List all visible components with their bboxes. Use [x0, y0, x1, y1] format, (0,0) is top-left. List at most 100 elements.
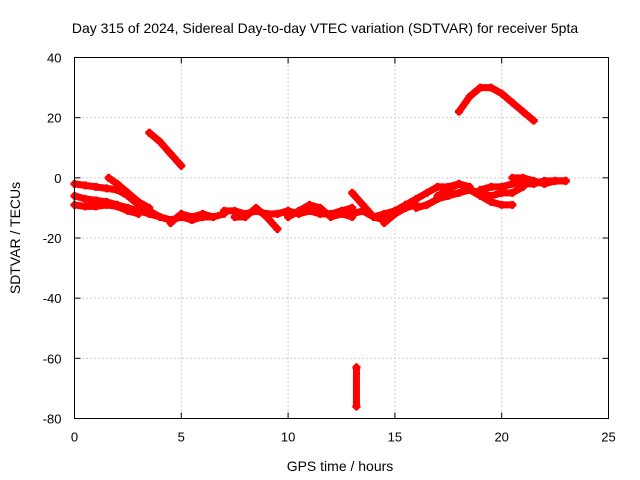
data-point [369, 212, 378, 221]
data-point [444, 185, 453, 194]
data-point [123, 188, 132, 197]
data-point [508, 98, 517, 107]
data-point [134, 197, 143, 206]
data-point [123, 206, 132, 215]
data-point [508, 200, 517, 209]
series-track-r [508, 173, 570, 188]
data-point [487, 182, 496, 191]
data-point [145, 203, 154, 212]
data-point [519, 173, 528, 182]
data-point [401, 200, 410, 209]
data-point [316, 203, 325, 212]
series-track-e [145, 128, 186, 170]
data-point [380, 218, 389, 227]
data-point [465, 92, 474, 101]
data-point [412, 203, 421, 212]
data-point [454, 188, 463, 197]
series-track-j [284, 200, 357, 221]
y-tick-label: 0 [54, 171, 61, 186]
data-point [166, 149, 175, 158]
series-track-d [104, 173, 154, 212]
series-track [455, 84, 538, 125]
y-tick-label: -40 [43, 291, 62, 306]
series-track-o [433, 179, 517, 209]
data-point [252, 203, 261, 212]
series-track-p [454, 83, 538, 125]
data-point [166, 218, 175, 227]
data-point [380, 209, 389, 218]
x-tick-label: 20 [494, 430, 508, 445]
data-point [145, 128, 154, 137]
data-point [358, 206, 367, 215]
data-point [81, 202, 90, 211]
data-point [348, 209, 357, 218]
y-tick-label: 20 [47, 111, 61, 126]
x-tick-label: 0 [71, 430, 78, 445]
data-point [273, 209, 282, 218]
data-point [476, 185, 485, 194]
data-point [551, 176, 560, 185]
data-point [326, 212, 335, 221]
series-outliers [352, 363, 361, 411]
y-tick-label: -60 [43, 351, 62, 366]
data-point [262, 212, 271, 221]
series-track [145, 129, 185, 170]
data-point [241, 212, 250, 221]
data-point [284, 212, 293, 221]
data-point [352, 363, 361, 372]
x-tick-label: 10 [281, 430, 295, 445]
y-tick-label: 40 [47, 51, 61, 66]
series-track-h [230, 203, 282, 233]
data-point [81, 181, 90, 190]
data-point [540, 179, 549, 188]
data-point [220, 206, 229, 215]
data-point [91, 202, 100, 211]
data-point [91, 182, 100, 191]
chart-title: Day 315 of 2024, Sidereal Day-to-day VTE… [72, 20, 579, 36]
data-point [433, 191, 442, 200]
data-point [81, 194, 90, 203]
data-point [487, 83, 496, 92]
data-point [352, 402, 361, 411]
data-point [422, 188, 431, 197]
data-point [113, 179, 122, 188]
data-point [465, 185, 474, 194]
data-point [508, 188, 517, 197]
data-point [348, 188, 357, 197]
data-point [134, 209, 143, 218]
data-point [187, 212, 196, 221]
data-point [497, 200, 506, 209]
data-point [198, 209, 207, 218]
data-point [305, 200, 314, 209]
data-point [155, 137, 164, 146]
x-axis-label: GPS time / hours [287, 458, 394, 474]
data-point [412, 194, 421, 203]
data-point [155, 212, 164, 221]
y-tick-label: -20 [43, 231, 62, 246]
y-tick-label: -80 [43, 412, 62, 427]
data-point [177, 161, 186, 170]
data-point [476, 83, 485, 92]
y-axis-label: SDTVAR / TECUs [7, 182, 23, 294]
data-point [422, 200, 431, 209]
data-point [113, 202, 122, 211]
x-tick-label: 15 [388, 430, 402, 445]
data-point [433, 182, 442, 191]
data-point [529, 116, 538, 125]
data-point [294, 206, 303, 215]
data-point [497, 182, 506, 191]
data-point [454, 179, 463, 188]
data-point [102, 184, 111, 193]
data-point [177, 209, 186, 218]
data-points [70, 83, 570, 411]
data-point [497, 89, 506, 98]
data-point [454, 107, 463, 116]
data-point [487, 197, 496, 206]
data-point [508, 173, 517, 182]
data-point [209, 212, 218, 221]
data-point [519, 107, 528, 116]
data-point [230, 212, 239, 221]
data-point [102, 200, 111, 209]
